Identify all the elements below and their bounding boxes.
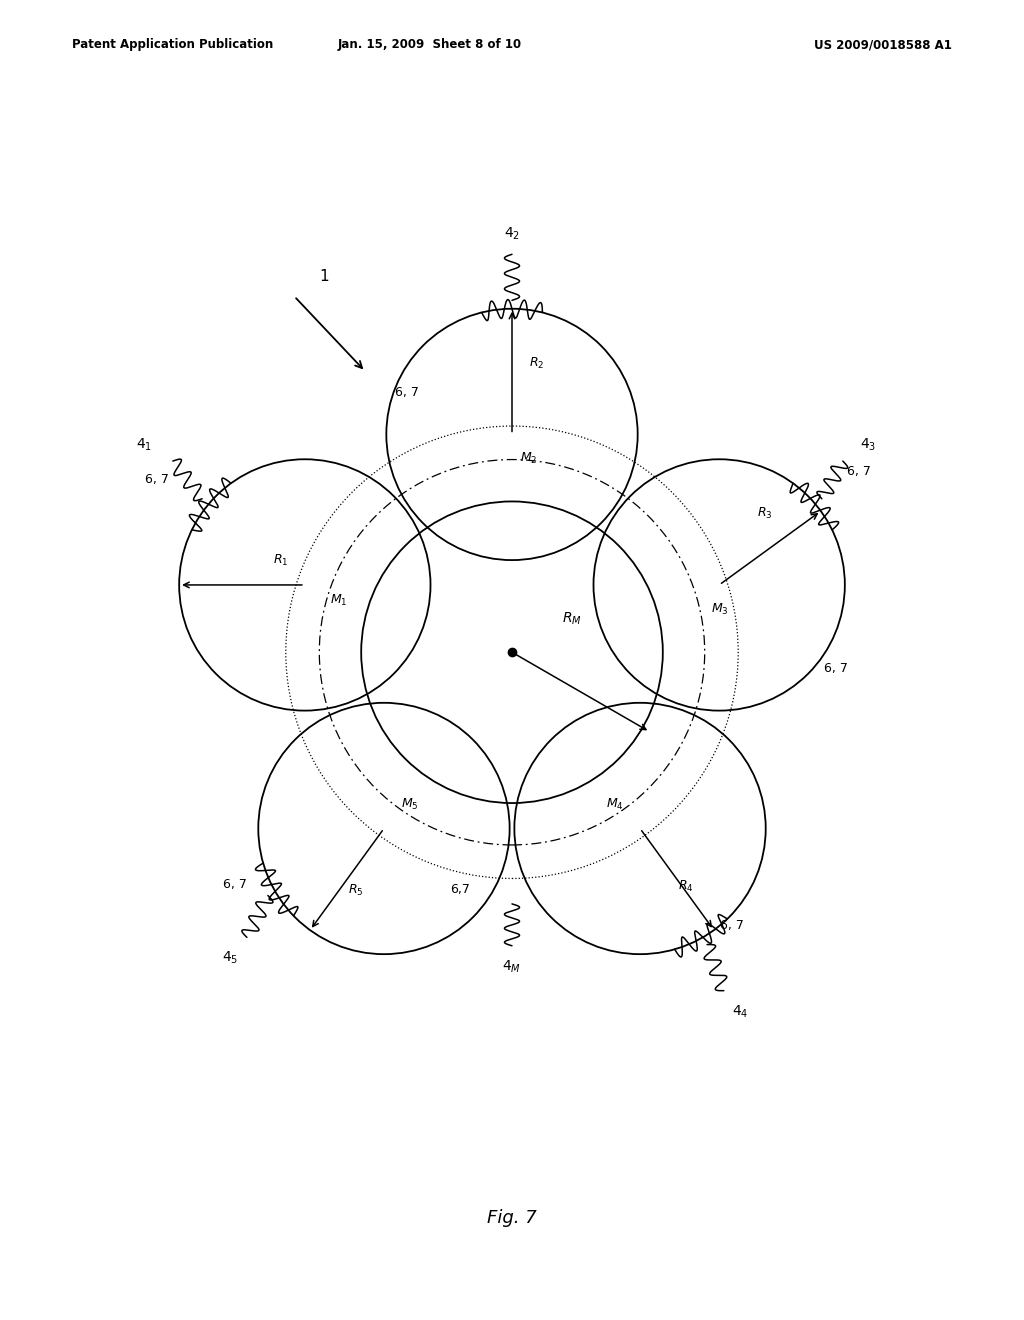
Text: $R_4$: $R_4$ <box>678 879 693 894</box>
Text: $4_M$: $4_M$ <box>503 958 521 974</box>
Text: $R_5$: $R_5$ <box>347 883 364 898</box>
Text: 1: 1 <box>319 268 329 284</box>
Text: 6, 7: 6, 7 <box>223 878 247 891</box>
Text: 6,7: 6,7 <box>451 883 470 895</box>
Text: Jan. 15, 2009  Sheet 8 of 10: Jan. 15, 2009 Sheet 8 of 10 <box>338 38 522 51</box>
Text: $M_2$: $M_2$ <box>520 451 538 466</box>
Text: $R_1$: $R_1$ <box>272 553 288 568</box>
Text: $R_M$: $R_M$ <box>562 611 582 627</box>
Text: $4_3$: $4_3$ <box>859 437 876 453</box>
Text: Fig. 7: Fig. 7 <box>487 1209 537 1226</box>
Text: $4_1$: $4_1$ <box>135 437 152 453</box>
Text: $M_3$: $M_3$ <box>711 602 728 616</box>
Text: 6, 7: 6, 7 <box>824 663 848 676</box>
Text: US 2009/0018588 A1: US 2009/0018588 A1 <box>814 38 952 51</box>
Text: $R_3$: $R_3$ <box>757 506 772 521</box>
Text: 6, 7: 6, 7 <box>395 385 419 399</box>
Text: Patent Application Publication: Patent Application Publication <box>72 38 273 51</box>
Text: $M_4$: $M_4$ <box>605 797 624 812</box>
Text: $M_5$: $M_5$ <box>400 797 419 812</box>
Text: $R_2$: $R_2$ <box>528 355 544 371</box>
Text: $4_5$: $4_5$ <box>222 950 239 966</box>
Text: 6, 7: 6, 7 <box>144 473 169 486</box>
Text: 6, 7: 6, 7 <box>720 919 743 932</box>
Text: 6, 7: 6, 7 <box>847 465 870 478</box>
Text: $4_4$: $4_4$ <box>732 1003 749 1019</box>
Text: $M_1$: $M_1$ <box>330 593 347 609</box>
Text: $4_2$: $4_2$ <box>504 226 520 242</box>
